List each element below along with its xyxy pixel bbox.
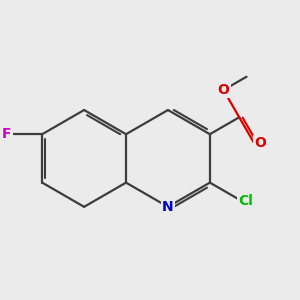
Text: O: O — [218, 83, 230, 97]
Text: Cl: Cl — [238, 194, 253, 208]
Text: N: N — [162, 200, 174, 214]
Text: O: O — [254, 136, 266, 150]
Text: F: F — [2, 127, 11, 141]
